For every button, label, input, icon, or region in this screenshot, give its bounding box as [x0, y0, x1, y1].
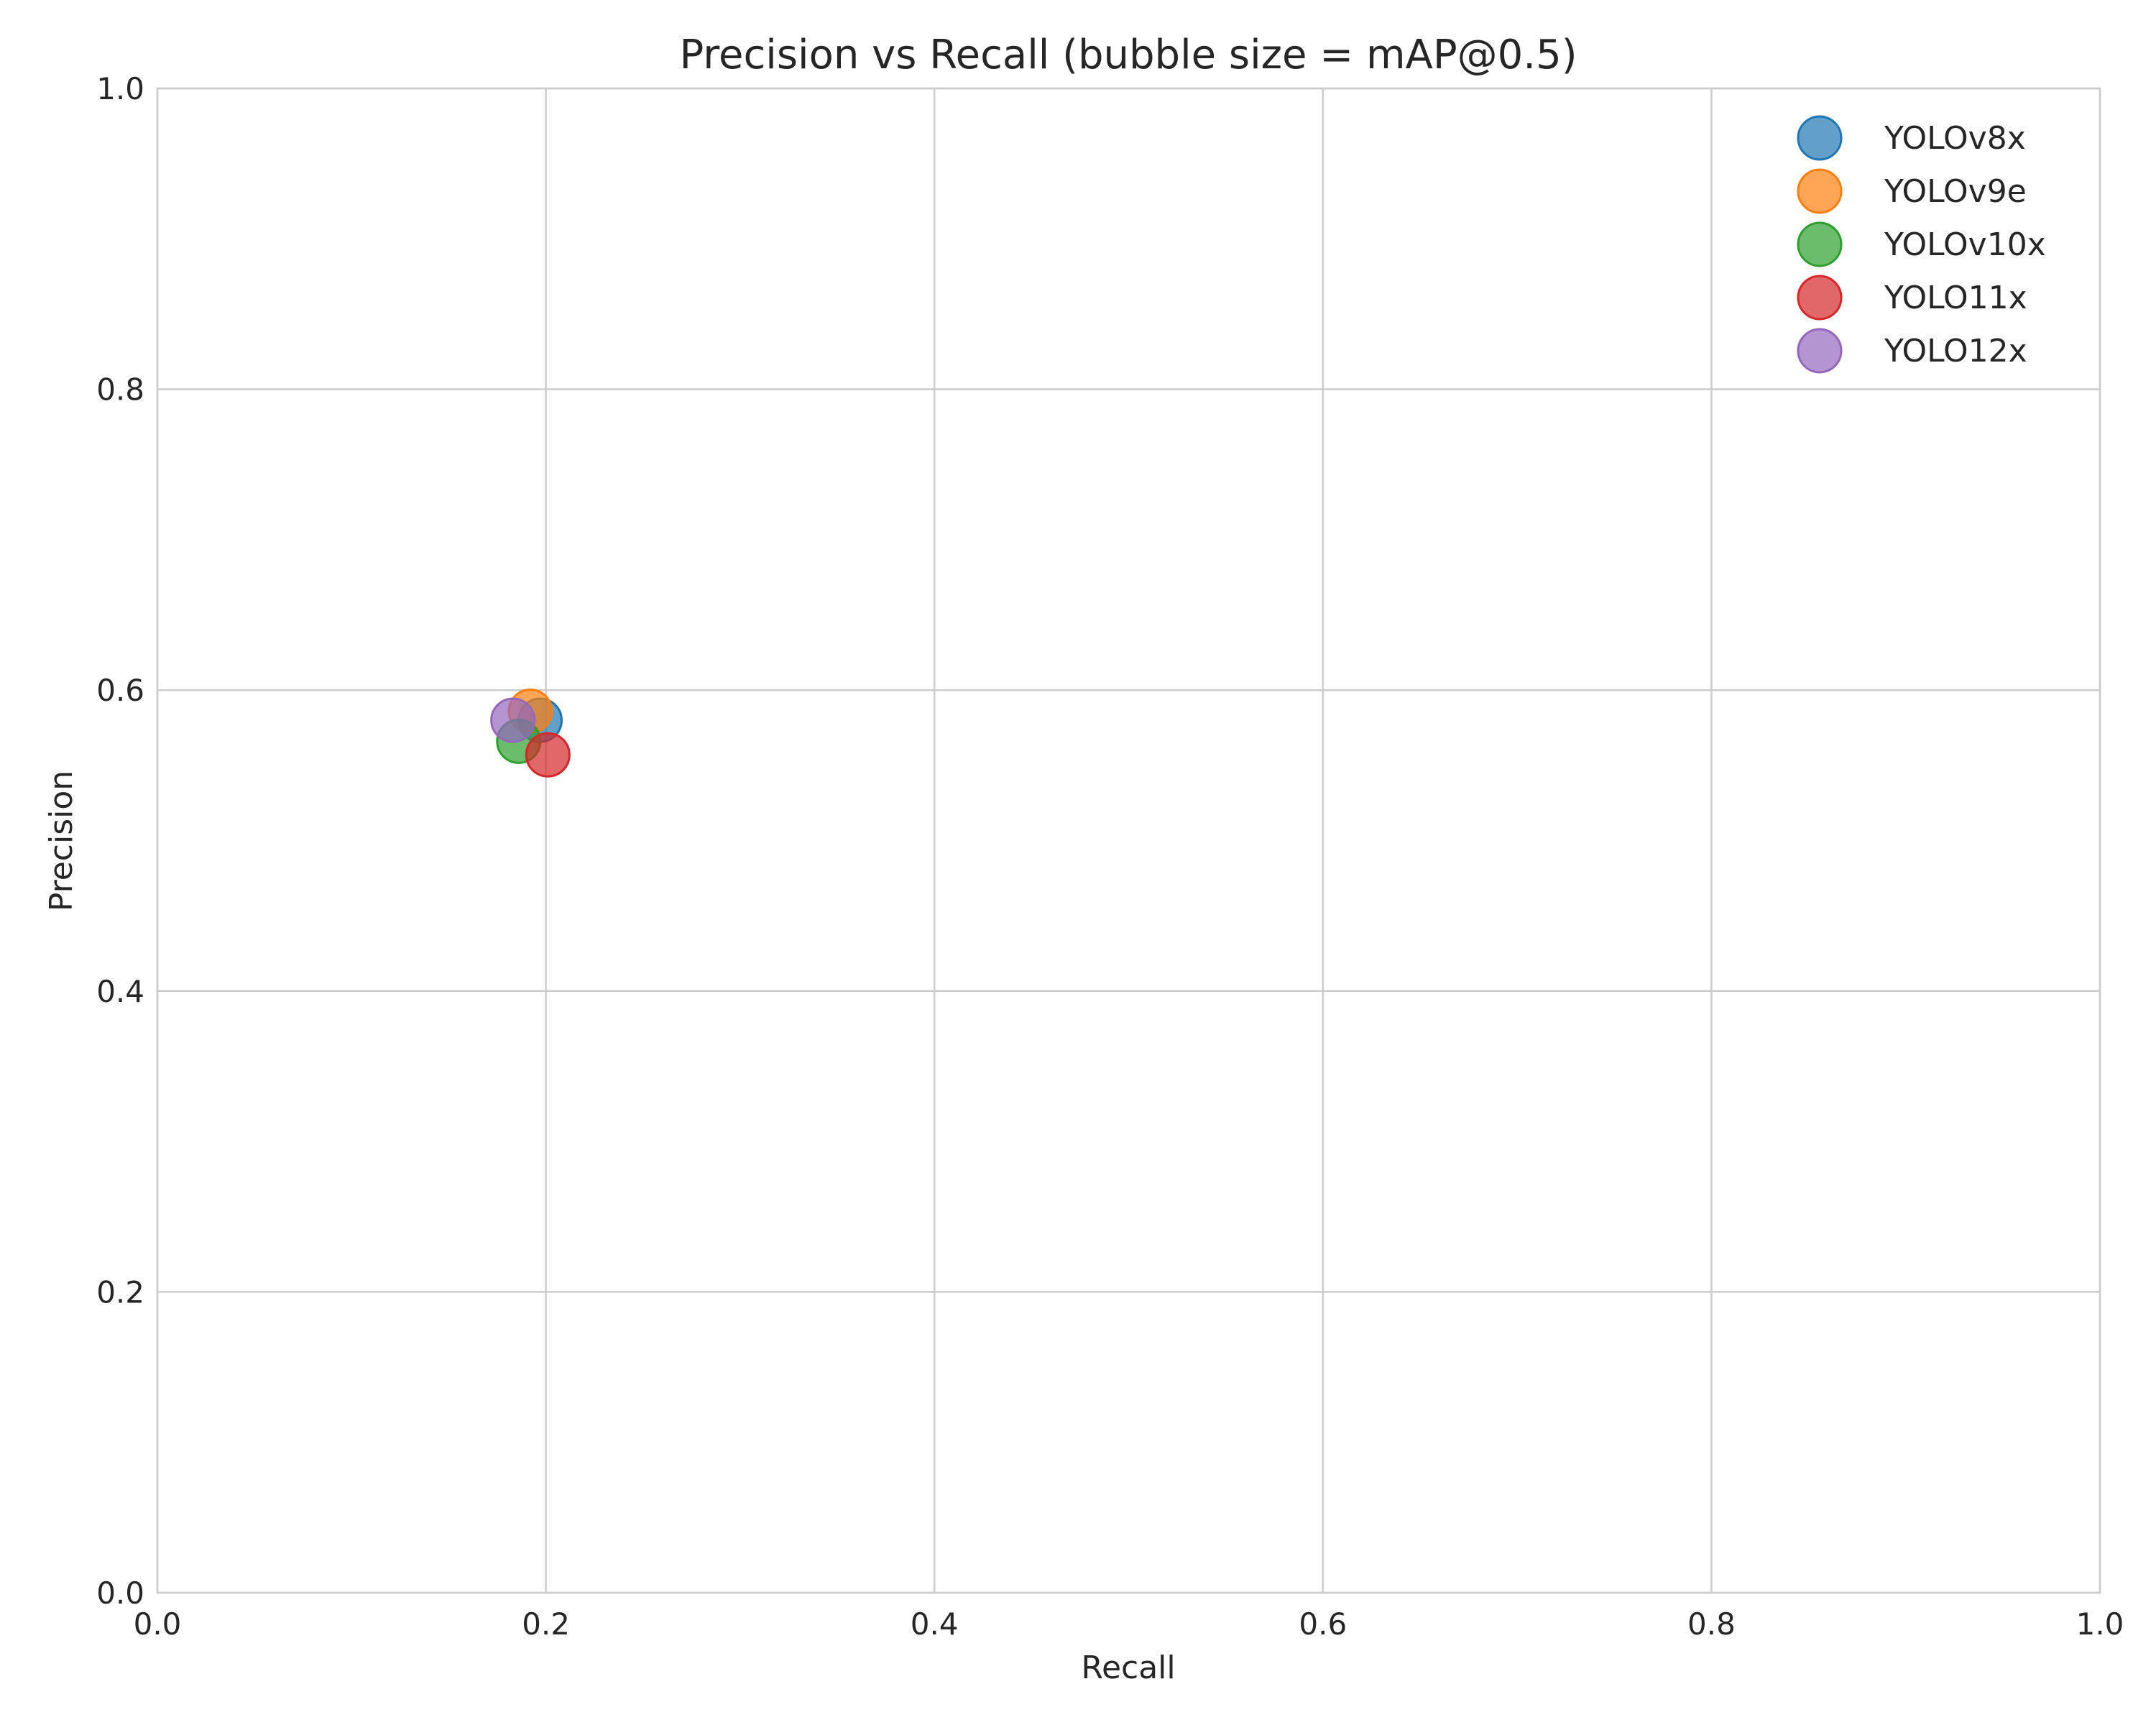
x-axis-label: Recall	[1081, 1650, 1175, 1686]
legend-marker-yolov9e	[1797, 168, 1843, 214]
x-tick-label: 0.4	[911, 1606, 959, 1642]
plot-frame	[156, 87, 2101, 1594]
legend-label: YOLOv10x	[1884, 226, 2046, 263]
x-tick-label: 0.8	[1687, 1606, 1736, 1642]
y-tick-label: 0.4	[96, 974, 144, 1009]
x-tick-label: 0.0	[134, 1606, 182, 1642]
legend-marker-yolo12x	[1797, 328, 1843, 374]
bubble-yolo11x	[525, 732, 571, 778]
y-tick-label: 0.2	[96, 1274, 144, 1310]
legend-label: YOLOv8x	[1884, 120, 2026, 157]
y-tick-label: 0.8	[96, 372, 144, 408]
y-tick-label: 1.0	[96, 71, 144, 106]
x-tick-label: 1.0	[2076, 1606, 2124, 1642]
tick-labels: 0.0 0.2 0.4 0.6 0.8 1.0 0.0 0.2 0.4 0.6 0.8 1.0	[96, 71, 2124, 1642]
legend-marker-yolo11x	[1797, 275, 1843, 321]
legend-label: YOLOv9e	[1884, 173, 2027, 210]
x-tick-label: 0.6	[1299, 1606, 1347, 1642]
y-tick-label: 0.0	[96, 1576, 144, 1611]
bubble-yolo12x	[490, 697, 536, 743]
legend-label: YOLO12x	[1884, 333, 2027, 369]
legend-marker-yolov8x	[1797, 115, 1843, 161]
y-axis-label: Precision	[43, 770, 80, 911]
legend-label: YOLO11x	[1884, 280, 2027, 316]
chart-title: Precision vs Recall (bubble size = mAP@0…	[679, 32, 1577, 78]
legend-marker-yolov10x	[1797, 221, 1843, 267]
x-tick-label: 0.2	[522, 1606, 570, 1642]
legend: YOLOv8x YOLOv9e YOLOv10x YOLO11x YOLO12x	[1797, 115, 2046, 374]
y-tick-label: 0.6	[96, 673, 144, 708]
bubbles	[490, 689, 571, 778]
